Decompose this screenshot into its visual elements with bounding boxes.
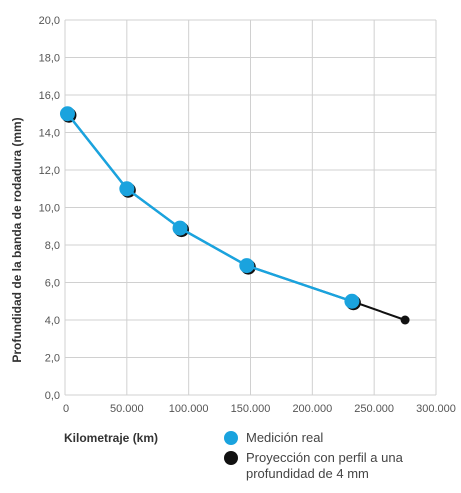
point-measured — [172, 220, 188, 236]
x-axis-label: Kilometraje (km) — [64, 431, 159, 445]
x-tick-label: 100.000 — [169, 403, 209, 415]
point-measured — [239, 258, 255, 274]
y-axis-label: Profundidad de la banda de rodadura (mm) — [10, 117, 24, 362]
x-tick-label: 250.000 — [354, 403, 394, 415]
chart-series — [59, 106, 410, 325]
y-tick-label: 6,0 — [45, 278, 60, 290]
y-tick-label: 2,0 — [45, 353, 60, 365]
y-tick-label: 8,0 — [45, 240, 60, 252]
legend-swatch-measured — [224, 431, 238, 445]
y-tick-label: 0,0 — [45, 390, 60, 402]
series-line-projection — [66, 113, 406, 321]
legend-swatch-projection — [224, 451, 238, 465]
chart-grid — [64, 19, 437, 396]
y-tick-label: 4,0 — [45, 315, 60, 327]
y-tick-label: 16,0 — [39, 90, 60, 102]
point-measured — [119, 181, 135, 197]
x-axis-ticks: 0 50.000 100.000 150.000 200.000 250.000 300.0… — [63, 403, 456, 415]
point-measured — [59, 106, 75, 122]
x-tick-label: 300.000 — [416, 403, 456, 415]
x-tick-label: 150.000 — [231, 403, 271, 415]
x-tick-label: 200.000 — [292, 403, 332, 415]
legend-label-measured: Medición real — [246, 430, 324, 445]
y-tick-label: 12,0 — [39, 165, 60, 177]
y-tick-label: 20,0 — [39, 15, 60, 27]
y-tick-label: 18,0 — [39, 53, 60, 65]
legend-label-projection: Proyección con perfil a una profundidad … — [246, 450, 403, 481]
chart: 0,02,04,06,08,010,012,014,016,018,020,0 … — [10, 15, 456, 415]
x-tick-label: 50.000 — [110, 403, 144, 415]
legend-item-measured: Medición real — [224, 430, 446, 446]
y-axis-ticks: 0,0 2,0 4,0 6,0 8,0 10,0 12,0 14,0 16,0 18,0 20,0 — [39, 15, 60, 402]
legend: Medición real Proyección con perfil a un… — [224, 430, 446, 486]
point-projection — [400, 315, 410, 325]
x-tick-label: 0 — [63, 403, 69, 415]
legend-item-projection: Proyección con perfil a una profundidad … — [224, 450, 446, 482]
point-measured — [344, 293, 360, 309]
y-tick-label: 10,0 — [39, 203, 60, 215]
y-tick-label: 14,0 — [39, 128, 60, 140]
